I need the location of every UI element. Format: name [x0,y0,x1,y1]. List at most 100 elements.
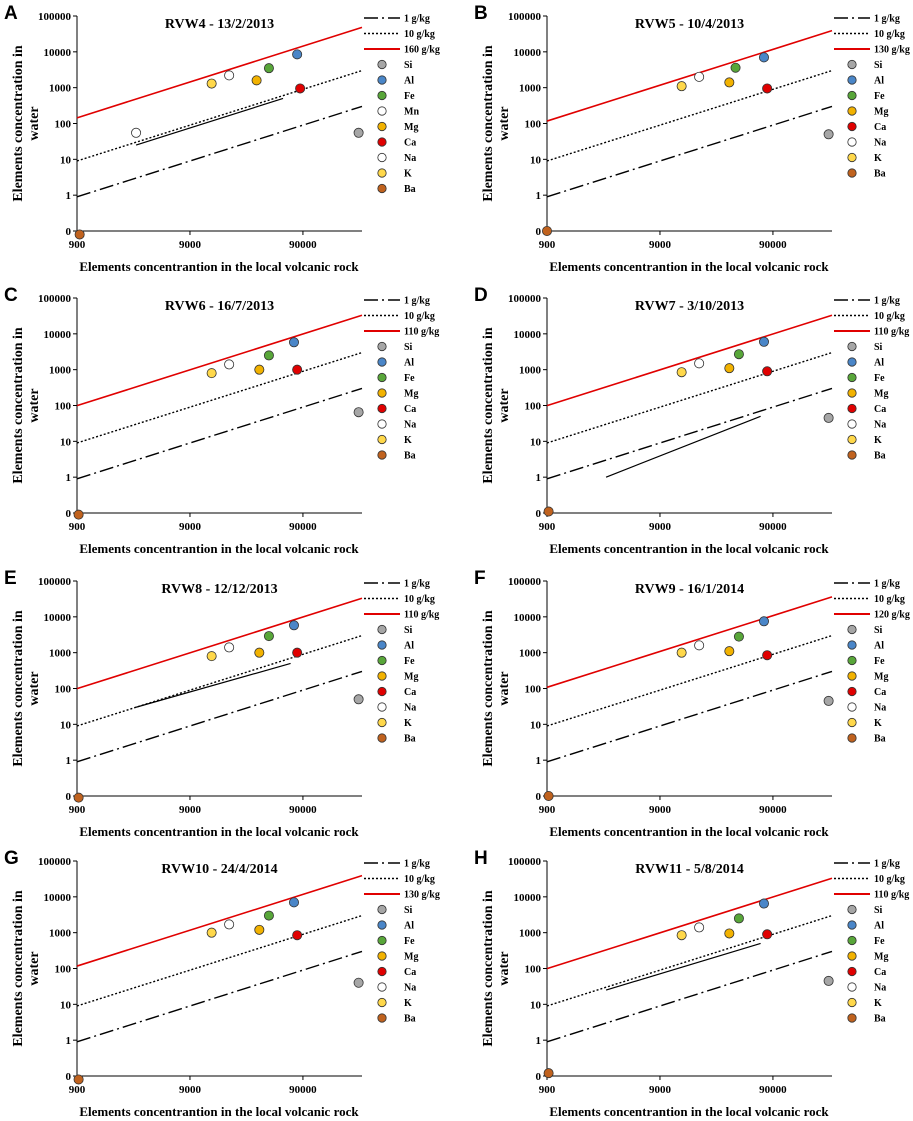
chart-title: RVW11 - 5/8/2014 [635,862,743,877]
chart-title: RVW5 - 10/4/2013 [635,17,744,32]
legend-label: Mg [404,122,418,133]
x-tick-label: 9000 [179,521,202,533]
legend-marker-swatch [377,341,387,352]
x-tick-label: 9000 [649,239,672,251]
legend-label: Na [404,420,416,431]
legend-label: Na [874,983,886,994]
x-axis-label: Elements concentrantion in the local vol… [549,259,829,274]
y-tick-label: 10000 [44,892,72,904]
x-axis-label: Elements concentrantion in the local vol… [549,824,829,839]
legend-marker-swatch [377,403,387,414]
legend-label: 1 g/kg [404,14,430,25]
y-tick-label: 1000 [519,365,542,377]
y-tick-label: 10000 [44,612,72,624]
data-point-fe [263,631,274,642]
legend-marker-swatch [847,372,857,383]
x-axis-label: Elements concentrantion in the local vol… [79,259,359,274]
reference-line [76,670,363,763]
panel-letter: A [4,3,18,24]
x-tick-label: 900 [539,1084,556,1096]
legend-label: Fe [874,91,885,102]
y-tick-label: 1000 [519,83,542,95]
legend-label: 130 g/kg [404,890,440,901]
data-point-si [353,694,364,705]
legend-label: Ca [874,122,886,133]
data-point-mg [724,646,735,657]
x-tick-label: 9000 [179,1084,202,1096]
reference-line [76,597,363,690]
legend-label: 1 g/kg [874,14,900,25]
legend-marker-swatch [847,935,857,946]
legend-label: Fe [874,936,885,947]
legend-label: 120 g/kg [874,610,910,621]
data-point-ca [292,930,303,941]
legend-label: Mg [404,952,418,963]
y-tick-label: 0 [66,226,72,238]
y-tick-label: 10 [530,436,542,448]
legend-label: K [874,153,882,164]
x-tick-label: 90000 [289,804,317,816]
y-tick-label: 10000 [514,47,542,59]
y-tick-label: 100 [55,119,72,131]
legend-label: Ba [874,451,886,462]
legend-label: 110 g/kg [404,327,439,338]
reference-line [546,351,833,444]
data-point-mg [251,75,262,86]
legend-marker-swatch [377,640,387,650]
reference-line [76,351,363,444]
data-point-ca [292,364,303,375]
legend-marker-swatch [377,388,387,398]
reference-line [76,26,363,119]
legend-marker-swatch [847,75,857,85]
y-tick-label: 100 [525,964,542,976]
data-point-ca [762,366,773,377]
legend-label: Mg [874,107,888,118]
legend-marker-swatch [847,624,857,635]
legend-label: Fe [404,936,415,947]
legend-label: K [874,435,882,446]
data-point-mg [724,363,735,374]
x-tick-label: 9000 [179,804,202,816]
y-axis-label: Elements concentration inwater [11,45,42,202]
legend-label: Si [404,625,413,636]
reference-line [546,105,833,198]
legend-label: Ca [404,404,416,415]
chart-panel-B: B RVW5 - 10/4/2013 0 1 10 100 1000 10000 100000 9… [474,3,910,274]
legend-label: Al [874,76,884,87]
legend-marker-swatch [377,624,387,635]
x-axis-label: Elements concentrantion in the local vol… [549,1104,829,1119]
x-tick-label: 9000 [649,804,672,816]
data-point-k [676,930,687,941]
y-axis-label: Elements concentration inwater [11,327,42,484]
legend-marker-swatch [377,920,387,930]
legend-marker-swatch [377,137,387,147]
data-point-ca [762,83,773,94]
data-point-ca [292,647,303,658]
trend-segment [605,942,761,991]
legend-label: 110 g/kg [874,890,909,901]
legend-label: Al [404,921,414,932]
legend-marker-swatch [847,168,857,178]
data-point-ba [73,792,84,803]
y-tick-label: 1 [66,190,72,202]
data-point-al [292,49,303,60]
y-tick-label: 100 [525,684,542,696]
data-point-mg [254,647,265,658]
legend-label: Na [874,420,886,431]
y-axis-label: Elements concentration inwater [11,610,42,767]
reference-line [76,69,363,162]
legend-label: Na [404,983,416,994]
x-tick-label: 90000 [759,804,787,816]
x-tick-label: 9000 [179,239,202,251]
legend-label: Si [404,342,413,353]
legend-label: Fe [404,656,415,667]
data-point-fe [730,62,741,73]
legend-label: Ba [404,451,416,462]
chart-title: RVW4 - 13/2/2013 [165,17,274,32]
x-axis-label: Elements concentrantion in the local vol… [79,541,359,556]
data-point-fe [733,349,744,360]
legend-label: Al [874,641,884,652]
legend-label: 1 g/kg [874,296,900,307]
data-point-na [694,922,705,933]
legend-marker-swatch [377,357,387,367]
